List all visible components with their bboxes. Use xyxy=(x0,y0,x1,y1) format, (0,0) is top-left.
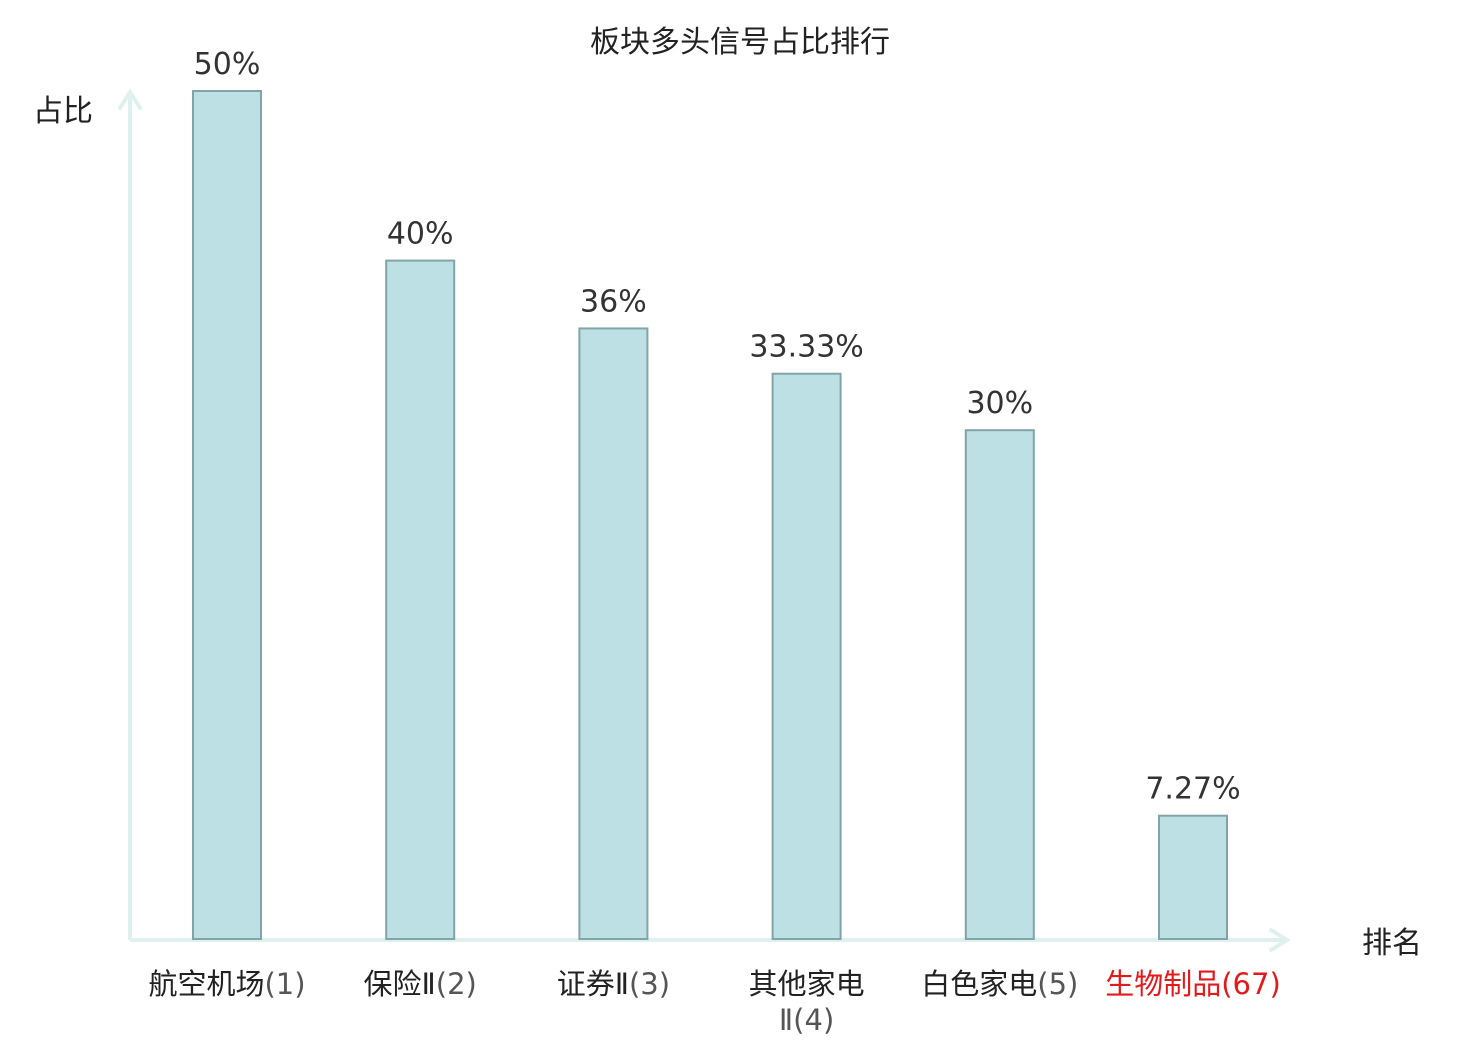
y-axis-label: 占比 xyxy=(33,94,93,129)
x-tick-label: 航空机场(1) xyxy=(148,967,305,1001)
bar-value-label: 7.27% xyxy=(1145,772,1240,807)
x-tick-rank: (5) xyxy=(1037,967,1078,1001)
x-tick-label: 白色家电(5) xyxy=(921,967,1078,1001)
x-tick-name: 保险Ⅱ xyxy=(364,967,436,1001)
x-tick-label: 生物制品(67) xyxy=(1105,967,1281,1001)
x-tick-rank: (2) xyxy=(436,967,477,1001)
bar xyxy=(771,372,842,940)
x-tick-label: 证券Ⅱ(3) xyxy=(557,967,670,1001)
x-axis-arrow xyxy=(1269,928,1291,952)
x-tick-rank: (67) xyxy=(1221,967,1281,1001)
bar-value-label: 36% xyxy=(580,284,647,319)
x-tick-rank: (1) xyxy=(264,967,305,1001)
x-tick-rank: Ⅱ(4) xyxy=(779,1003,834,1037)
bars-group: 50% 航空机场(1) 40% 保险Ⅱ(2) 36% 证券Ⅱ(3) 33.33% 其他家电 Ⅱ(… xyxy=(148,47,1280,1037)
x-tick-label: 其他家电 Ⅱ(4) xyxy=(749,967,865,1037)
y-axis-arrow xyxy=(118,88,142,110)
bar xyxy=(385,259,456,941)
bar xyxy=(1158,814,1228,941)
bar xyxy=(192,90,262,940)
bar-value-label: 40% xyxy=(387,217,454,252)
x-tick-name: 证券Ⅱ xyxy=(557,967,629,1001)
x-tick-name: 生物制品 xyxy=(1105,967,1221,1001)
x-tick-name: 白色家电 xyxy=(921,967,1037,1001)
bar-value-label: 33.33% xyxy=(749,330,863,365)
x-tick-label: 保险Ⅱ(2) xyxy=(364,967,477,1001)
bar-value-label: 30% xyxy=(966,386,1033,421)
bar-value-label: 50% xyxy=(194,47,261,82)
chart-title: 板块多头信号占比排行 xyxy=(590,25,890,60)
x-tick-name: 航空机场 xyxy=(148,967,264,1001)
bar xyxy=(578,327,649,940)
x-tick-name: 其他家电 xyxy=(749,967,865,1001)
bar xyxy=(964,429,1035,940)
x-axis-label: 排名 xyxy=(1362,926,1422,961)
x-tick-rank: (3) xyxy=(629,967,670,1001)
